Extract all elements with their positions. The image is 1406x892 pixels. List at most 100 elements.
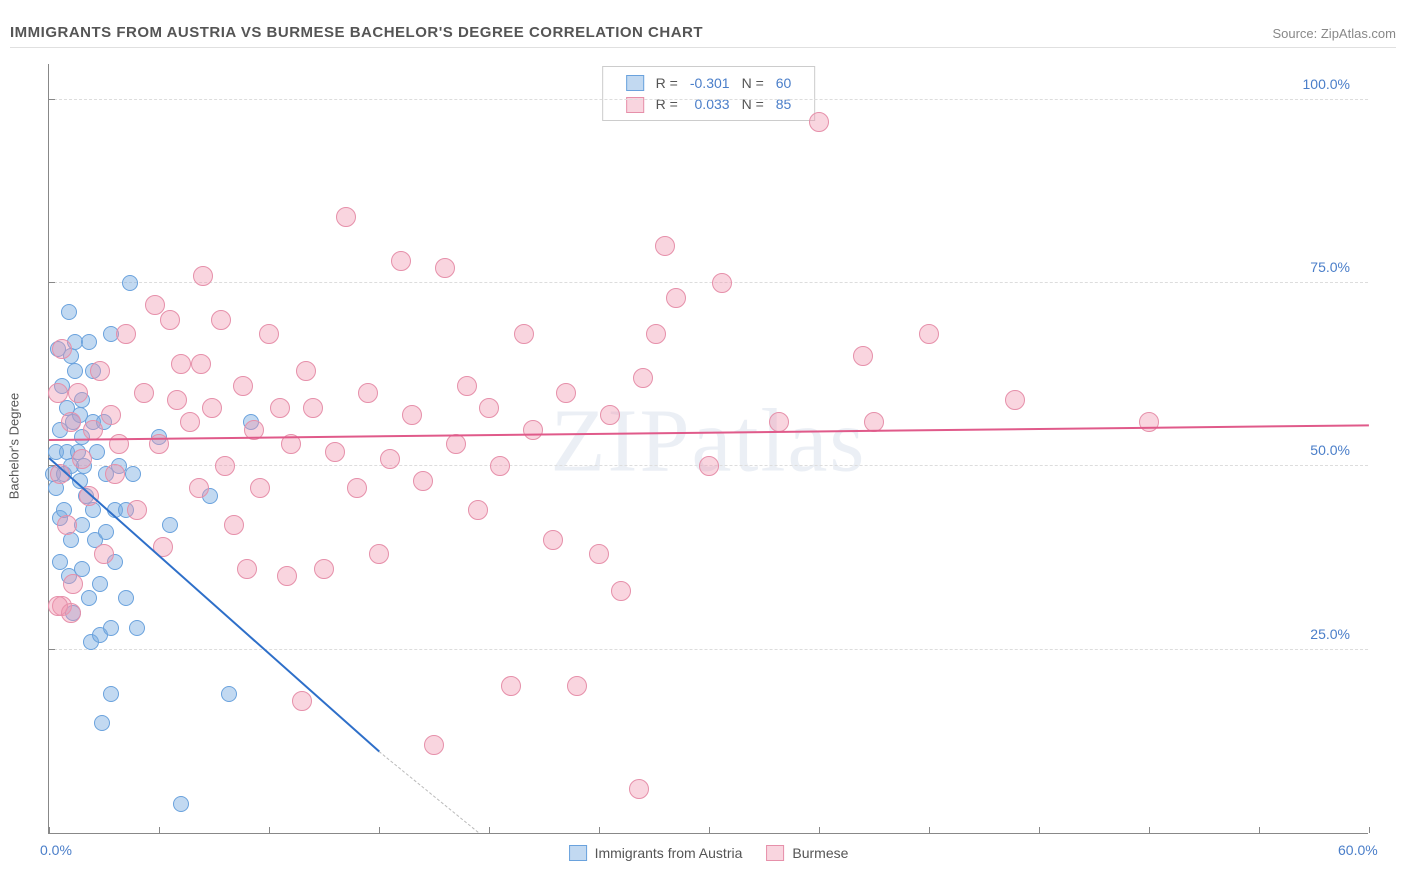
- scatter-point-burmese: [303, 398, 323, 418]
- scatter-point-austria: [122, 275, 138, 291]
- scatter-point-burmese: [63, 574, 83, 594]
- x-tick: [1149, 827, 1150, 833]
- x-tick: [819, 827, 820, 833]
- y-tick-label: 50.0%: [1310, 442, 1350, 458]
- legend-item-burmese: Burmese: [766, 845, 848, 861]
- x-tick: [159, 827, 160, 833]
- scatter-point-burmese: [167, 390, 187, 410]
- scatter-point-burmese: [72, 449, 92, 469]
- scatter-point-burmese: [296, 361, 316, 381]
- scatter-point-burmese: [160, 310, 180, 330]
- scatter-point-burmese: [191, 354, 211, 374]
- scatter-point-burmese: [171, 354, 191, 374]
- chart-title: IMMIGRANTS FROM AUSTRIA VS BURMESE BACHE…: [10, 24, 703, 41]
- scatter-point-burmese: [358, 383, 378, 403]
- scatter-point-burmese: [52, 339, 72, 359]
- scatter-point-burmese: [105, 464, 125, 484]
- x-tick: [489, 827, 490, 833]
- legend-bottom: Immigrants from Austria Burmese: [569, 845, 849, 861]
- scatter-point-burmese: [543, 530, 563, 550]
- scatter-point-burmese: [490, 456, 510, 476]
- scatter-point-austria: [52, 554, 68, 570]
- scatter-point-burmese: [600, 405, 620, 425]
- legend-item-austria: Immigrants from Austria: [569, 845, 743, 861]
- scatter-point-burmese: [380, 449, 400, 469]
- r-value-austria: -0.301: [689, 73, 731, 92]
- scatter-point-burmese: [116, 324, 136, 344]
- source-prefix: Source:: [1272, 26, 1320, 41]
- scatter-point-burmese: [919, 324, 939, 344]
- scatter-point-austria: [118, 590, 134, 606]
- scatter-point-burmese: [83, 420, 103, 440]
- x-tick: [49, 827, 50, 833]
- scatter-point-burmese: [134, 383, 154, 403]
- scatter-point-burmese: [413, 471, 433, 491]
- scatter-point-burmese: [314, 559, 334, 579]
- source-name: ZipAtlas.com: [1321, 26, 1396, 41]
- scatter-point-austria: [67, 363, 83, 379]
- scatter-point-burmese: [347, 478, 367, 498]
- scatter-point-burmese: [514, 324, 534, 344]
- scatter-point-burmese: [468, 500, 488, 520]
- scatter-point-burmese: [277, 566, 297, 586]
- x-tick: [709, 827, 710, 833]
- scatter-point-burmese: [809, 112, 829, 132]
- scatter-point-burmese: [68, 383, 88, 403]
- scatter-point-burmese: [853, 346, 873, 366]
- scatter-point-burmese: [435, 258, 455, 278]
- scatter-point-burmese: [237, 559, 257, 579]
- scatter-point-burmese: [646, 324, 666, 344]
- scatter-point-burmese: [270, 398, 290, 418]
- scatter-point-burmese: [567, 676, 587, 696]
- scatter-point-burmese: [94, 544, 114, 564]
- scatter-point-burmese: [391, 251, 411, 271]
- n-value-austria: 60: [775, 73, 793, 92]
- legend-label-austria: Immigrants from Austria: [595, 845, 743, 861]
- legend-stats-box: R = -0.301 N = 60 R = 0.033 N = 85: [602, 66, 816, 121]
- scatter-point-burmese: [666, 288, 686, 308]
- scatter-point-burmese: [611, 581, 631, 601]
- scatter-point-burmese: [633, 368, 653, 388]
- scatter-point-burmese: [224, 515, 244, 535]
- gridline: [49, 282, 1368, 283]
- y-tick: [49, 649, 55, 650]
- swatch-austria-icon: [569, 845, 587, 861]
- n-label: N =: [741, 94, 765, 113]
- r-label: R =: [655, 73, 679, 92]
- scatter-point-burmese: [250, 478, 270, 498]
- plot-area: ZIPatlas R = -0.301 N = 60 R = 0.033 N =…: [48, 64, 1368, 834]
- x-tick: [269, 827, 270, 833]
- scatter-point-austria: [162, 517, 178, 533]
- scatter-point-austria: [81, 590, 97, 606]
- scatter-point-austria: [92, 576, 108, 592]
- scatter-point-burmese: [325, 442, 345, 462]
- scatter-point-burmese: [655, 236, 675, 256]
- scatter-point-austria: [98, 524, 114, 540]
- scatter-point-burmese: [629, 779, 649, 799]
- x-tick: [1039, 827, 1040, 833]
- scatter-point-austria: [103, 686, 119, 702]
- chart-source: Source: ZipAtlas.com: [1272, 26, 1396, 41]
- scatter-point-austria: [61, 304, 77, 320]
- scatter-point-burmese: [769, 412, 789, 432]
- scatter-point-burmese: [202, 398, 222, 418]
- scatter-point-austria: [81, 334, 97, 350]
- legend-stats-row: R = -0.301 N = 60: [625, 73, 793, 92]
- scatter-point-austria: [173, 796, 189, 812]
- scatter-point-burmese: [292, 691, 312, 711]
- gridline: [49, 99, 1368, 100]
- scatter-point-austria: [125, 466, 141, 482]
- scatter-point-burmese: [101, 405, 121, 425]
- scatter-point-burmese: [369, 544, 389, 564]
- scatter-point-burmese: [446, 434, 466, 454]
- scatter-point-burmese: [457, 376, 477, 396]
- scatter-point-burmese: [180, 412, 200, 432]
- scatter-point-burmese: [1005, 390, 1025, 410]
- scatter-point-burmese: [189, 478, 209, 498]
- y-tick: [49, 282, 55, 283]
- n-label: N =: [741, 73, 765, 92]
- y-tick-label: 25.0%: [1310, 626, 1350, 642]
- scatter-point-burmese: [424, 735, 444, 755]
- y-tick: [49, 99, 55, 100]
- y-tick-label: 100.0%: [1303, 76, 1350, 92]
